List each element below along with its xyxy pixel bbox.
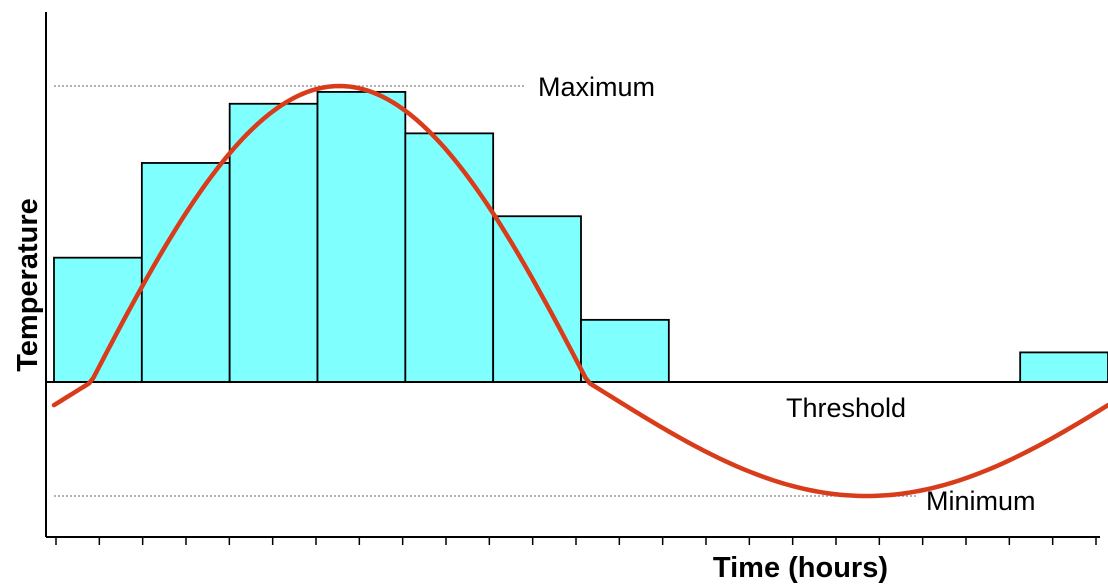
x-axis-title: Time (hours) bbox=[713, 552, 888, 584]
bars-group bbox=[53, 91, 1108, 383]
bar-1 bbox=[140, 162, 231, 383]
bar-2 bbox=[228, 102, 319, 383]
bar-5 bbox=[492, 215, 582, 383]
temperature-curve bbox=[51, 83, 1108, 499]
axes-group bbox=[45, 12, 1108, 545]
bar-11 bbox=[1019, 351, 1108, 383]
curve-group bbox=[51, 83, 1108, 499]
minimum-label: Minimum bbox=[926, 486, 1036, 516]
bar-6 bbox=[580, 318, 670, 383]
bar-4 bbox=[404, 132, 495, 383]
threshold-label: Threshold bbox=[786, 393, 906, 423]
bar-3 bbox=[316, 91, 407, 383]
bar-0 bbox=[53, 256, 143, 383]
y-axis-title: Temperature bbox=[12, 198, 44, 372]
maximum-label: Maximum bbox=[538, 72, 655, 102]
